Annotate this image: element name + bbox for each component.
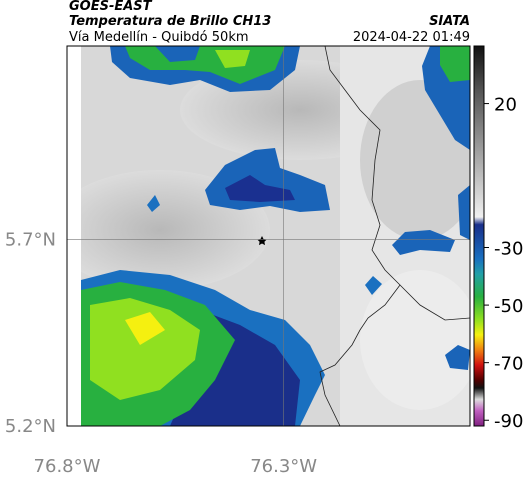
lat-tick-label: 5.7°N (5, 230, 56, 251)
timestamp: 2024-04-22 01:49 (353, 30, 470, 45)
route: Vía Medellín - Quibdó 50km (69, 30, 249, 45)
lon-tick-label: 76.3°W (250, 456, 317, 477)
lon-tick-label: 76.8°W (34, 456, 101, 477)
map-image (67, 46, 470, 426)
colorbar-tick-label: 20 (494, 95, 517, 116)
lat-tick-label: 5.2°N (5, 416, 56, 437)
colorbar-tick-label: -70 (494, 354, 523, 375)
colorbar-tick-label: -50 (494, 296, 523, 317)
source: SIATA (429, 14, 470, 29)
subtitle: Temperatura de Brillo CH13 (69, 14, 271, 29)
colorbar-tick-label: -30 (494, 239, 523, 260)
title: GOES-EAST (69, 0, 153, 14)
map-frame (66, 45, 471, 427)
colorbar-tick-label: -90 (494, 411, 523, 432)
colorbar (473, 45, 485, 427)
